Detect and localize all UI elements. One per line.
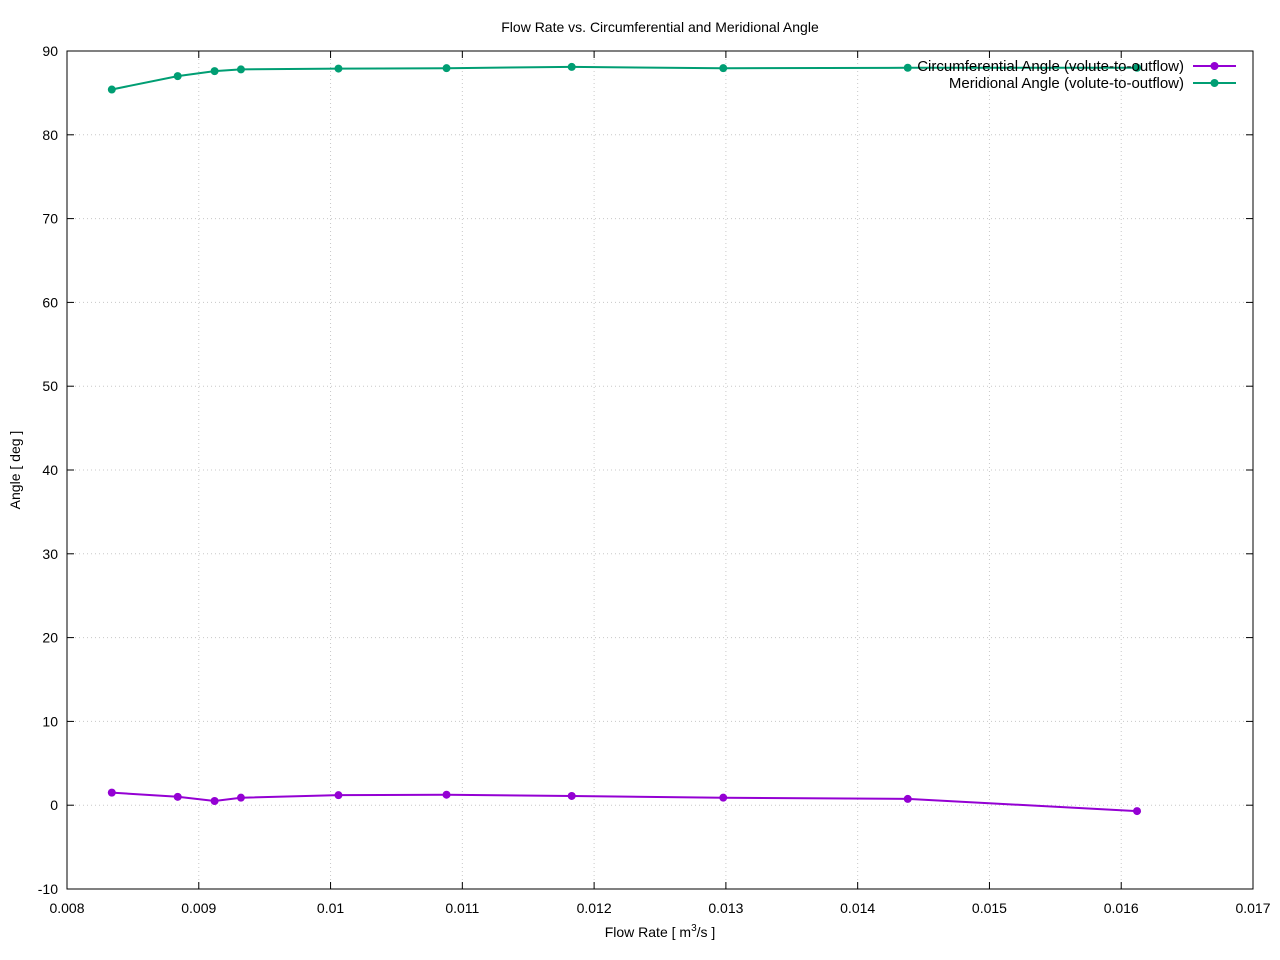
x-axis-label-tail: /s ]	[697, 924, 716, 940]
y-tick-label: -10	[38, 881, 58, 897]
y-tick-label: 90	[42, 43, 58, 59]
x-tick-label: 0.01	[317, 900, 344, 916]
meridional-angle-point	[442, 64, 451, 73]
circumferential-angle-point	[442, 790, 451, 799]
meridional-angle-point	[236, 65, 245, 74]
x-axis-label: Flow Rate [ m3/s ]	[605, 923, 716, 940]
y-tick-label: 70	[42, 211, 58, 227]
x-tick-label: 0.008	[49, 900, 84, 916]
series-layer	[107, 62, 1142, 816]
meridional-angle-point	[567, 62, 576, 71]
circumferential-legend-label: Circumferential Angle (volute-to-outflow…	[917, 58, 1184, 75]
x-tick-label: 0.013	[708, 900, 743, 916]
y-tick-label: 50	[42, 378, 58, 394]
y-tick-label: 60	[42, 294, 58, 310]
meridional-angle-point	[107, 85, 116, 94]
x-tick-label: 0.014	[840, 900, 875, 916]
meridional-legend-label: Meridional Angle (volute-to-outflow)	[949, 75, 1184, 92]
meridional-angle-line	[111, 65, 1137, 91]
y-tick-label: 0	[50, 797, 58, 813]
y-tick-label: 20	[42, 630, 58, 646]
meridional-angle-point	[334, 64, 343, 73]
meridional-legend-marker	[1210, 79, 1219, 87]
meridional-angle-series	[107, 62, 1142, 94]
y-axis-label: Angle [ deg ]	[7, 431, 23, 510]
x-tick-label: 0.017	[1235, 900, 1270, 916]
x-tick-label: 0.009	[181, 900, 216, 916]
x-tick-label: 0.016	[1104, 900, 1139, 916]
circumferential-angle-point	[903, 794, 912, 803]
circumferential-angle-line	[111, 791, 1138, 813]
meridional-angle-point	[210, 67, 219, 76]
x-tick-label: 0.011	[445, 900, 479, 916]
circumferential-angle-series	[107, 788, 1142, 816]
y-tick-label: 40	[42, 462, 58, 478]
legend: Circumferential Angle (volute-to-outflow…	[917, 58, 1236, 92]
circumferential-angle-point	[173, 792, 182, 801]
circumferential-angle-point	[210, 797, 219, 806]
circumferential-angle-point	[236, 793, 245, 802]
circumferential-angle-point	[567, 791, 576, 800]
meridional-angle-point	[903, 63, 912, 72]
grid	[67, 51, 1253, 889]
circumferential-angle-point	[334, 791, 343, 800]
axis-ticks: 0.008 0.009 0.01 0.011 0.012 0.013 0.014 0.015 0…	[38, 43, 1271, 916]
x-axis-label-sup: 3	[691, 923, 697, 934]
circumferential-angle-point	[107, 788, 116, 797]
circumferential-angle-point	[719, 793, 728, 802]
x-tick-label: 0.012	[577, 900, 612, 916]
chart-title: Flow Rate vs. Circumferential and Meridi…	[501, 19, 819, 35]
x-axis-label-main: Flow Rate [ m	[605, 924, 691, 940]
circumferential-angle-point	[1133, 807, 1142, 816]
circumferential-legend-marker	[1210, 62, 1219, 70]
meridional-angle-point	[1133, 63, 1142, 72]
meridional-angle-point	[719, 64, 728, 73]
y-tick-label: 10	[42, 713, 58, 729]
x-tick-label: 0.015	[972, 900, 1007, 916]
y-tick-label: 80	[42, 127, 58, 143]
y-tick-label: 30	[42, 546, 58, 562]
meridional-angle-point	[173, 72, 182, 81]
